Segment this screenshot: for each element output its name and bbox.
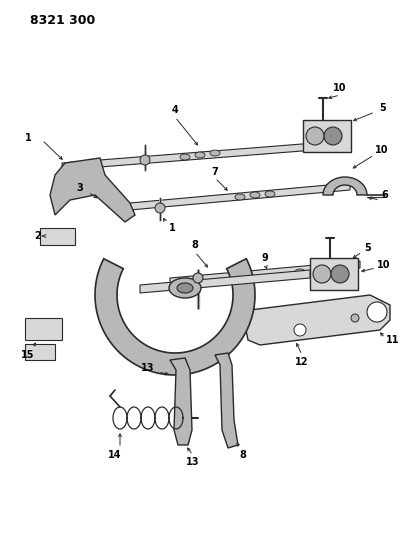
Text: 4: 4 bbox=[171, 105, 178, 115]
Ellipse shape bbox=[209, 150, 220, 156]
Text: 8: 8 bbox=[239, 450, 246, 460]
Text: 8: 8 bbox=[191, 240, 198, 250]
Text: 1: 1 bbox=[168, 223, 175, 233]
Ellipse shape bbox=[169, 278, 200, 298]
Polygon shape bbox=[170, 261, 359, 285]
Ellipse shape bbox=[350, 314, 358, 322]
Polygon shape bbox=[62, 141, 339, 170]
Polygon shape bbox=[50, 158, 135, 222]
Ellipse shape bbox=[193, 273, 202, 283]
Polygon shape bbox=[245, 295, 389, 345]
Text: 14: 14 bbox=[108, 450, 121, 460]
Text: 11: 11 bbox=[385, 335, 399, 345]
Polygon shape bbox=[170, 358, 191, 445]
Polygon shape bbox=[139, 270, 309, 293]
Polygon shape bbox=[302, 120, 350, 152]
Text: 8321 300: 8321 300 bbox=[30, 14, 95, 27]
Text: 5: 5 bbox=[364, 243, 371, 253]
Text: 10: 10 bbox=[374, 145, 388, 155]
Text: 7: 7 bbox=[211, 167, 218, 177]
Text: 2: 2 bbox=[34, 231, 41, 241]
Ellipse shape bbox=[234, 194, 245, 200]
Ellipse shape bbox=[177, 283, 193, 293]
Text: 6: 6 bbox=[381, 190, 387, 200]
Ellipse shape bbox=[249, 192, 259, 198]
Text: 15: 15 bbox=[21, 350, 35, 360]
Text: 13: 13 bbox=[141, 363, 154, 373]
Ellipse shape bbox=[294, 269, 304, 275]
Ellipse shape bbox=[366, 302, 386, 322]
Polygon shape bbox=[130, 183, 349, 210]
Text: 3: 3 bbox=[76, 183, 83, 193]
Text: 12: 12 bbox=[294, 357, 308, 367]
Polygon shape bbox=[25, 318, 62, 340]
Text: 13: 13 bbox=[186, 457, 199, 467]
Ellipse shape bbox=[155, 203, 164, 213]
Text: 9: 9 bbox=[261, 253, 268, 263]
Polygon shape bbox=[40, 228, 75, 245]
Polygon shape bbox=[322, 177, 366, 195]
Ellipse shape bbox=[312, 265, 330, 283]
Text: 10: 10 bbox=[333, 83, 346, 93]
Polygon shape bbox=[214, 353, 237, 448]
Text: 1: 1 bbox=[25, 133, 31, 143]
Polygon shape bbox=[309, 258, 357, 290]
Ellipse shape bbox=[293, 324, 305, 336]
Ellipse shape bbox=[139, 155, 150, 165]
Ellipse shape bbox=[180, 154, 189, 160]
Ellipse shape bbox=[195, 152, 204, 158]
Text: 5: 5 bbox=[379, 103, 385, 113]
Ellipse shape bbox=[323, 127, 341, 145]
Ellipse shape bbox=[305, 127, 323, 145]
Ellipse shape bbox=[264, 191, 274, 197]
Polygon shape bbox=[25, 344, 55, 360]
Text: 10: 10 bbox=[376, 260, 390, 270]
Polygon shape bbox=[95, 259, 254, 375]
Ellipse shape bbox=[330, 265, 348, 283]
